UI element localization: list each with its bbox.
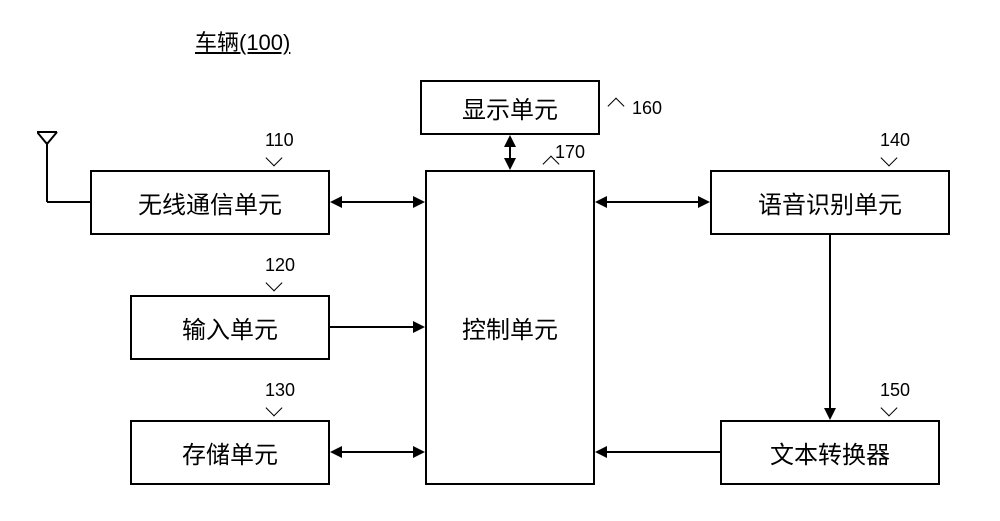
ref-150: 150 xyxy=(880,380,910,401)
edge-display-control xyxy=(509,147,511,158)
tick-120 xyxy=(266,275,283,292)
node-display-label: 显示单元 xyxy=(462,90,558,125)
node-wireless: 无线通信单元 xyxy=(90,170,330,235)
ref-130: 130 xyxy=(265,380,295,401)
arrow-right-control-1 xyxy=(413,196,425,208)
edge-wireless-control xyxy=(342,201,413,203)
tick-110 xyxy=(266,150,283,167)
node-text-label: 文本转换器 xyxy=(770,435,890,470)
node-control: 控制单元 xyxy=(425,170,595,485)
node-input-label: 输入单元 xyxy=(182,310,278,345)
arrow-left-control-4 xyxy=(595,196,607,208)
arrow-left-wireless xyxy=(330,196,342,208)
tick-140 xyxy=(881,150,898,167)
edge-text-control xyxy=(607,451,720,453)
node-input: 输入单元 xyxy=(130,295,330,360)
ref-140: 140 xyxy=(880,130,910,151)
node-display: 显示单元 xyxy=(420,80,600,135)
antenna-icon xyxy=(37,130,97,215)
arrow-up-display xyxy=(504,135,516,147)
node-voice: 语音识别单元 xyxy=(710,170,950,235)
tick-150 xyxy=(881,400,898,417)
edge-input-control xyxy=(330,326,413,328)
arrow-right-control-2 xyxy=(413,321,425,333)
ref-120: 120 xyxy=(265,255,295,276)
node-voice-label: 语音识别单元 xyxy=(758,185,902,220)
tick-160 xyxy=(608,98,625,115)
arrow-left-storage xyxy=(330,446,342,458)
ref-110: 110 xyxy=(265,130,294,151)
edge-storage-control xyxy=(342,451,413,453)
arrow-down-text xyxy=(824,408,836,420)
arrow-right-voice xyxy=(698,196,710,208)
diagram-title: 车辆(100) xyxy=(195,25,290,57)
arrow-left-control-5 xyxy=(595,446,607,458)
ref-170: 170 xyxy=(555,142,585,163)
tick-130 xyxy=(266,400,283,417)
node-text: 文本转换器 xyxy=(720,420,940,485)
edge-control-voice xyxy=(607,201,698,203)
node-control-label: 控制单元 xyxy=(462,310,558,345)
node-storage: 存储单元 xyxy=(130,420,330,485)
edge-voice-text xyxy=(829,235,831,408)
arrow-right-control-3 xyxy=(413,446,425,458)
node-wireless-label: 无线通信单元 xyxy=(138,185,282,220)
arrow-down-control xyxy=(504,158,516,170)
node-storage-label: 存储单元 xyxy=(182,435,278,470)
ref-160: 160 xyxy=(632,98,662,119)
